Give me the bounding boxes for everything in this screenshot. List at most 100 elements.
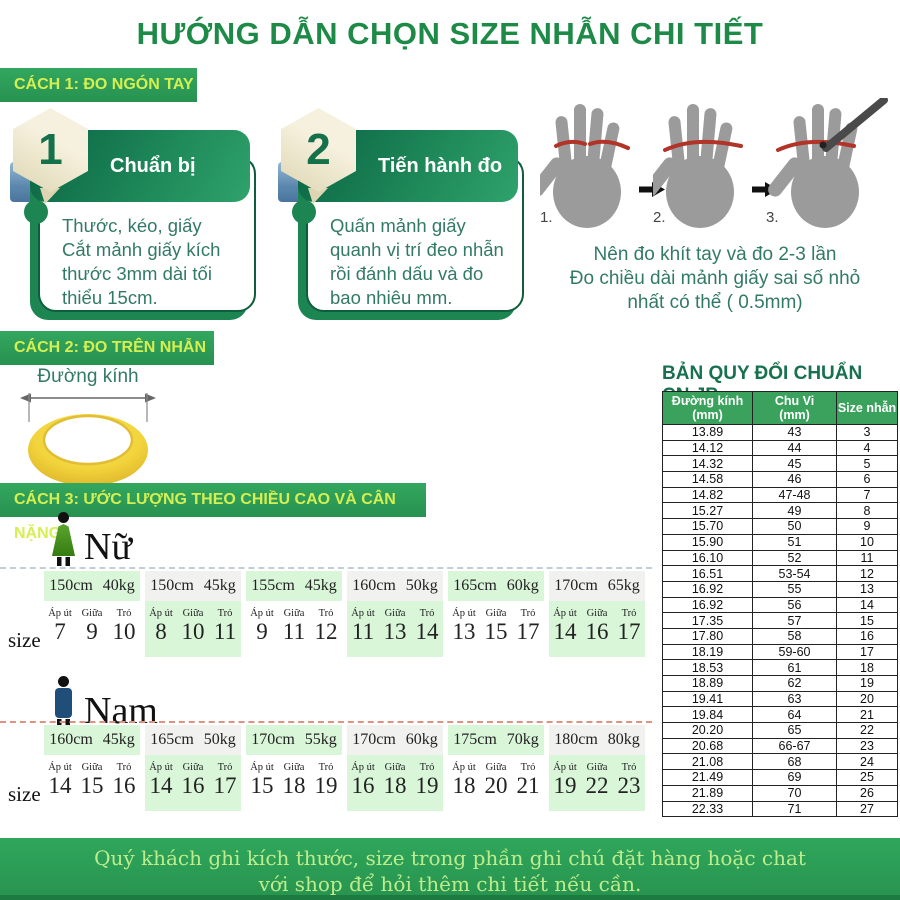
table-cell: 44 — [752, 439, 837, 457]
size-value: 18 — [383, 773, 407, 798]
table-cell: 43 — [752, 424, 837, 441]
finger-label: Trỏ — [419, 608, 435, 619]
finger-label: Trỏ — [217, 762, 233, 773]
table-cell: 64 — [752, 706, 837, 724]
step-1-description: Thước, kéo, giấy Cắt mảnh giấy kích thướ… — [62, 215, 221, 308]
size-value: 20 — [484, 773, 508, 798]
table-cell: 19.84 — [662, 706, 753, 724]
finger-size-cell: Áp út 19 — [549, 755, 581, 811]
method3-badge: CÁCH 3: ƯỚC LƯỢNG THEO CHIỀU CAO VÀ CÂN … — [0, 483, 426, 542]
finger-label: Trỏ — [318, 762, 334, 773]
table-cell: 20 — [836, 690, 898, 708]
hand-step2-illustration: 2. — [653, 98, 765, 230]
table-cell: 45 — [752, 455, 837, 473]
table-cell: 18.89 — [662, 675, 753, 692]
finger-label: Giữa — [81, 608, 103, 619]
table-cell: 46 — [752, 471, 837, 488]
table-cell: 17.80 — [662, 627, 753, 645]
finger-label: Áp út — [553, 608, 577, 619]
size-group: 160cm 45kg Áp út 14 Giữa 15 Trỏ 16 — [44, 725, 140, 811]
finger-size-cell: Trỏ 12 — [310, 601, 342, 657]
table-cell: 17 — [836, 643, 898, 661]
height-weight-header: 170cm 65kg — [549, 571, 645, 601]
finger-size-row: Áp út 13 Giữa 15 Trỏ 17 — [448, 601, 544, 657]
size-value: 18 — [452, 773, 476, 798]
finger-size-cell: Trỏ 17 — [512, 601, 544, 657]
size-group: 170cm 60kg Áp út 16 Giữa 18 Trỏ 19 — [347, 725, 443, 811]
size-value: 15 — [80, 773, 104, 798]
table-cell: 16.10 — [662, 549, 753, 567]
table-cell: 57 — [752, 612, 837, 629]
hand-step2-label: 2. — [653, 209, 666, 226]
table-cell: 4 — [836, 439, 898, 457]
table-cell: 16.92 — [662, 580, 753, 598]
finger-size-cell: Áp út 16 — [347, 755, 379, 811]
table-row: 14.82 47-48 7 — [662, 486, 898, 504]
finger-size-cell: Giữa 18 — [278, 755, 310, 811]
finger-label: Giữa — [586, 608, 608, 619]
table-cell: 3 — [836, 424, 898, 441]
table-row: 19.41 63 20 — [662, 690, 898, 708]
size-value: 11 — [213, 619, 237, 644]
finger-label: Áp út — [250, 608, 274, 619]
finger-size-cell: Áp út 18 — [448, 755, 480, 811]
finger-size-row: Áp út 7 Giữa 9 Trỏ 10 — [44, 601, 140, 657]
table-cell: 16 — [836, 627, 898, 645]
finger-size-cell: Áp út 11 — [347, 601, 379, 657]
height-weight-header: 170cm 60kg — [347, 725, 443, 755]
height-weight-header: 170cm 55kg — [246, 725, 342, 755]
table-row: 15.27 49 8 — [662, 502, 898, 520]
table-cell: 49 — [752, 502, 837, 520]
table-cell: 14.82 — [662, 486, 753, 504]
finger-size-row: Áp út 16 Giữa 18 Trỏ 19 — [347, 755, 443, 811]
table-row: 21.08 68 24 — [662, 753, 898, 771]
finger-size-cell: Áp út 14 — [44, 755, 76, 811]
table-row: 16.10 52 11 — [662, 549, 898, 567]
finger-label: Giữa — [485, 762, 507, 773]
finger-label: Áp út — [48, 762, 72, 773]
table-row: 15.70 50 9 — [662, 518, 898, 535]
hand-step3-illustration: 3. — [766, 96, 888, 230]
step-2-card: Tiến hành đo 2 Quấn mảnh giấy quanh vị t… — [276, 108, 528, 320]
finger-size-cell: Giữa 16 — [581, 601, 613, 657]
size-value: 10 — [112, 619, 136, 644]
size-value: 16 — [351, 773, 375, 798]
size-value: 16 — [112, 773, 136, 798]
table-cell: 22.33 — [662, 800, 753, 818]
size-value: 15 — [250, 773, 274, 798]
finger-size-cell: Giữa 9 — [76, 601, 108, 657]
finger-size-cell: Áp út 15 — [246, 755, 278, 811]
size-group: 165cm 50kg Áp út 14 Giữa 16 Trỏ 17 — [145, 725, 241, 811]
finger-size-row: Áp út 14 Giữa 16 Trỏ 17 — [549, 601, 645, 657]
table-cell: 16.92 — [662, 596, 753, 614]
size-value: 8 — [155, 619, 167, 644]
finger-size-cell: Trỏ 19 — [310, 755, 342, 811]
height-weight-header: 175cm 70kg — [448, 725, 544, 755]
table-cell: 24 — [836, 753, 898, 771]
table-cell: 21 — [836, 706, 898, 724]
ring-diameter-illustration: Đường kính — [12, 366, 164, 486]
table-row: 20.68 66-67 23 — [662, 737, 898, 755]
finger-label: Giữa — [384, 762, 406, 773]
size-value: 16 — [181, 773, 205, 798]
size-value: 19 — [553, 773, 577, 798]
table-cell: 53-54 — [752, 565, 837, 582]
male-size-table: size 160cm 45kg Áp út 14 Giữa 15 Trỏ 16 165cm 5… — [8, 725, 648, 813]
ring-diameter-label: Đường kính — [37, 366, 139, 387]
height-weight-header: 165cm 50kg — [145, 725, 241, 755]
finger-label: Trỏ — [318, 608, 334, 619]
finger-label: Giữa — [283, 762, 305, 773]
finger-label: Áp út — [149, 608, 173, 619]
table-cell: 68 — [752, 753, 837, 771]
divider-dashed — [0, 567, 652, 569]
finger-label: Áp út — [452, 762, 476, 773]
hand-step1-illustration: 1. — [540, 98, 652, 230]
size-value: 13 — [452, 619, 476, 644]
table-cell: 70 — [752, 784, 837, 802]
finger-size-row: Áp út 14 Giữa 15 Trỏ 16 — [44, 755, 140, 811]
table-cell: 21.49 — [662, 769, 753, 786]
conversion-table-header-row: Đường kính (mm) Chu Vi (mm) Size nhẫn — [662, 391, 898, 425]
table-cell: 15 — [836, 612, 898, 629]
hand-step3-label: 3. — [766, 209, 779, 226]
finger-label: Áp út — [351, 608, 375, 619]
